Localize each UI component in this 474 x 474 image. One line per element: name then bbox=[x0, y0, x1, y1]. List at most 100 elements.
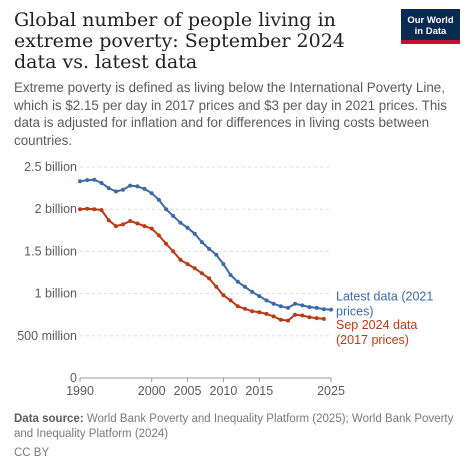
series-label: Latest data (2021 bbox=[336, 290, 433, 304]
logo-line-1: Our World bbox=[407, 14, 454, 26]
logo-line-2: in Data bbox=[414, 25, 447, 37]
data-point bbox=[235, 279, 240, 284]
data-point bbox=[185, 262, 190, 267]
data-point bbox=[113, 189, 118, 194]
data-point bbox=[78, 179, 82, 184]
data-source-label: Data source: bbox=[14, 413, 84, 425]
data-point bbox=[321, 316, 326, 321]
data-point bbox=[300, 303, 305, 308]
x-tick-label: 2005 bbox=[174, 384, 202, 398]
x-tick-label: 1990 bbox=[66, 384, 94, 398]
data-point bbox=[314, 305, 319, 310]
data-point bbox=[113, 224, 118, 229]
data-point bbox=[293, 301, 298, 306]
data-point bbox=[142, 224, 147, 229]
series-line-0 bbox=[79, 178, 332, 311]
data-point bbox=[242, 284, 247, 289]
data-point bbox=[92, 207, 97, 212]
data-point bbox=[149, 191, 154, 196]
chart-title: Global number of people living in extrem… bbox=[14, 9, 345, 73]
data-point bbox=[235, 304, 240, 309]
license-label: CC BY bbox=[14, 447, 50, 459]
data-point bbox=[264, 298, 269, 303]
data-point bbox=[307, 315, 312, 320]
chart-subtitle: Extreme poverty is defined as living bel… bbox=[14, 80, 447, 148]
data-point bbox=[257, 310, 262, 315]
series-label: prices) bbox=[336, 305, 374, 319]
data-point bbox=[128, 219, 133, 223]
y-tick-label: 2.5 billion bbox=[24, 160, 77, 174]
data-point bbox=[149, 226, 154, 231]
data-point bbox=[242, 306, 247, 311]
x-tick-label: 2010 bbox=[210, 384, 238, 398]
data-point bbox=[156, 233, 161, 238]
x-tick-label: 2025 bbox=[317, 384, 345, 398]
data-point bbox=[156, 197, 161, 202]
data-point bbox=[106, 186, 111, 191]
data-point bbox=[178, 220, 183, 225]
data-point bbox=[228, 298, 233, 303]
data-point bbox=[99, 181, 104, 185]
data-point bbox=[207, 246, 212, 251]
data-point bbox=[314, 316, 319, 321]
x-tick-label: 2000 bbox=[138, 384, 166, 398]
series-layer bbox=[78, 177, 333, 323]
axis-layer: 0 500 million 1 billion 1.5 billion 2 billio… bbox=[17, 160, 345, 398]
data-point bbox=[278, 317, 283, 322]
data-point bbox=[271, 301, 276, 306]
data-point bbox=[286, 318, 290, 323]
y-tick-label: 0 bbox=[70, 371, 77, 385]
data-point bbox=[228, 273, 233, 277]
y-tick-label: 2 billion bbox=[35, 202, 77, 216]
data-source: Data source: World Bank Poverty and Ineq… bbox=[14, 412, 464, 442]
data-point bbox=[142, 186, 147, 191]
data-point bbox=[192, 266, 197, 271]
data-source-text: World Bank Poverty and Inequality Platfo… bbox=[14, 413, 454, 440]
data-point bbox=[257, 294, 262, 299]
owid-logo[interactable]: Our World in Data bbox=[401, 9, 460, 44]
data-point bbox=[164, 207, 169, 212]
data-point bbox=[278, 304, 283, 309]
data-point bbox=[250, 289, 255, 294]
data-point bbox=[121, 187, 125, 192]
data-point bbox=[78, 207, 82, 212]
data-point bbox=[135, 221, 140, 226]
data-point bbox=[207, 276, 212, 281]
data-point bbox=[199, 240, 204, 245]
data-point bbox=[250, 309, 255, 314]
data-point bbox=[271, 314, 276, 319]
data-point bbox=[221, 262, 226, 267]
data-point bbox=[85, 178, 90, 183]
data-point bbox=[85, 206, 90, 211]
data-point bbox=[128, 183, 133, 188]
data-point bbox=[106, 218, 111, 223]
series-label: Sep 2024 data bbox=[336, 318, 417, 332]
data-point bbox=[99, 208, 104, 212]
data-point bbox=[135, 184, 140, 189]
data-point bbox=[329, 307, 333, 312]
data-point bbox=[221, 293, 226, 298]
y-tick-label: 500 million bbox=[17, 329, 77, 343]
data-point bbox=[293, 312, 298, 317]
data-point bbox=[185, 225, 190, 230]
y-tick-label: 1 billion bbox=[35, 287, 77, 301]
data-point bbox=[178, 257, 183, 262]
y-tick-label: 1.5 billion bbox=[24, 244, 77, 258]
x-tick-label: 2015 bbox=[245, 384, 273, 398]
data-point bbox=[121, 222, 125, 227]
data-point bbox=[286, 305, 290, 310]
line-chart: 0 500 million 1 billion 1.5 billion 2 billio… bbox=[17, 160, 433, 398]
data-point bbox=[92, 177, 97, 182]
data-point bbox=[321, 307, 326, 312]
data-point bbox=[214, 284, 219, 289]
series-label: (2017 prices) bbox=[336, 333, 409, 347]
data-point bbox=[300, 313, 305, 318]
data-point bbox=[307, 305, 312, 310]
data-point bbox=[192, 231, 197, 236]
data-point bbox=[171, 249, 176, 254]
data-point bbox=[199, 271, 204, 276]
data-point bbox=[214, 252, 219, 257]
data-point bbox=[171, 214, 176, 218]
data-point bbox=[264, 311, 269, 316]
